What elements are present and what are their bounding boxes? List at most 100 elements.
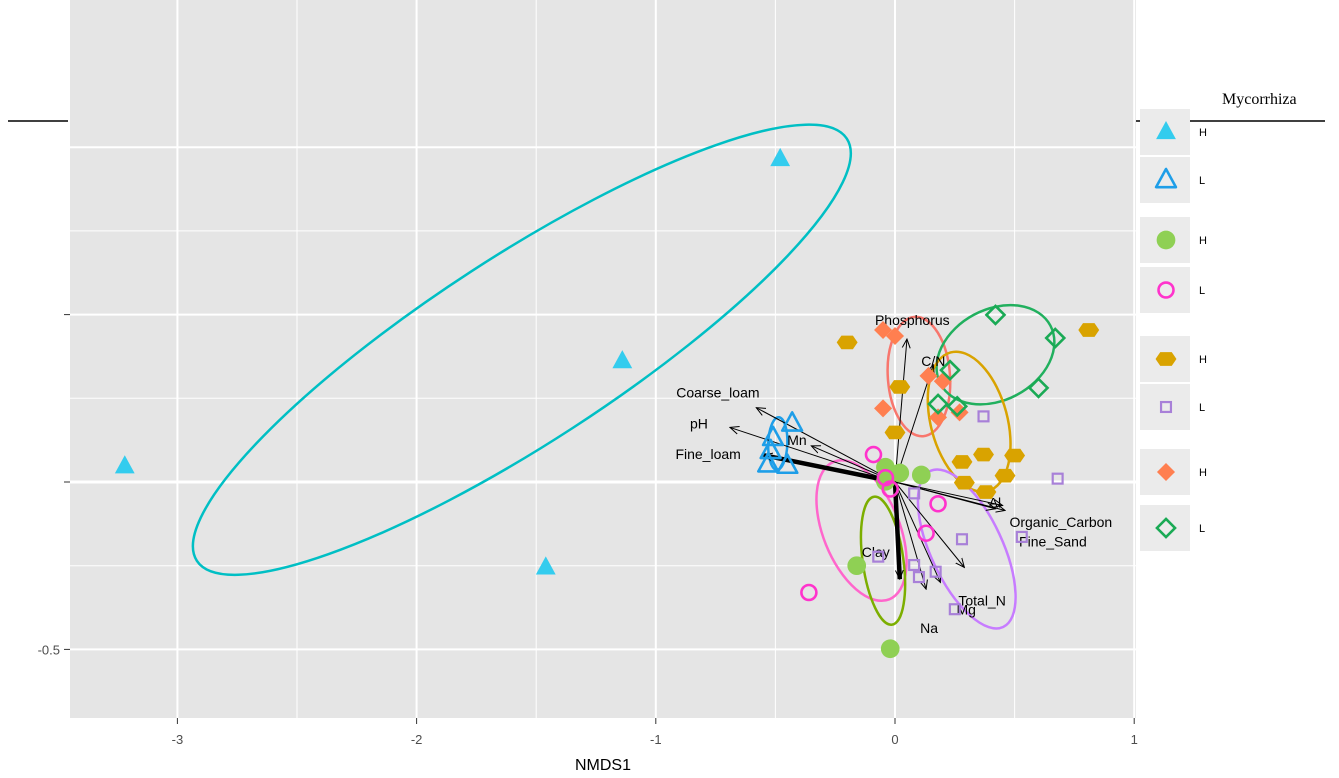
data-point bbox=[1051, 472, 1064, 485]
x-tick-label: -1 bbox=[650, 732, 662, 747]
x-tick-label: 0 bbox=[891, 732, 898, 747]
data-point bbox=[880, 639, 900, 659]
legend-key-symbol bbox=[1156, 121, 1176, 140]
vector-arrow bbox=[894, 339, 907, 483]
vector-arrow bbox=[756, 408, 896, 483]
data-point bbox=[977, 410, 990, 423]
data-point bbox=[114, 455, 135, 474]
legend-key-symbol bbox=[1156, 230, 1176, 250]
data-point bbox=[535, 556, 556, 575]
legend-key-bg bbox=[1140, 267, 1190, 313]
vector-label: Mn bbox=[787, 432, 806, 448]
vector-label: Na bbox=[920, 620, 938, 636]
data-point bbox=[929, 494, 947, 513]
data-point bbox=[911, 465, 931, 485]
legend-label: L bbox=[1199, 523, 1205, 535]
vector-label: Total_N bbox=[958, 592, 1005, 608]
data-point bbox=[929, 408, 948, 427]
legend-label: L bbox=[1199, 402, 1205, 414]
data-point bbox=[800, 583, 818, 602]
data-point bbox=[953, 475, 975, 490]
legend-key-bg bbox=[1140, 384, 1190, 430]
vector-label: Fine_Sand bbox=[1019, 533, 1087, 549]
legend-label: H bbox=[1199, 354, 1207, 366]
data-point bbox=[1044, 327, 1067, 349]
data-point bbox=[780, 411, 804, 432]
data-point bbox=[951, 455, 973, 469]
environmental-vectors: PhosphorusC/NCoarse_loampHMnFine_loamCla… bbox=[675, 312, 1112, 636]
data-point bbox=[881, 480, 899, 498]
group-ellipse bbox=[191, 123, 853, 577]
data-point bbox=[908, 487, 921, 500]
vector-arrow bbox=[730, 427, 896, 483]
legend-key-symbol bbox=[1155, 352, 1177, 366]
x-axis-ticks: -3 -2 -1 0 1 bbox=[172, 718, 1138, 747]
x-tick-label: -3 bbox=[172, 732, 184, 747]
legend-label: H bbox=[1199, 127, 1207, 139]
legend-key-symbol bbox=[1155, 517, 1177, 539]
y-axis-ticks: -0.5 bbox=[38, 314, 70, 657]
data-point bbox=[884, 425, 906, 440]
legend-key-bg bbox=[1140, 505, 1190, 551]
data-point bbox=[612, 350, 633, 369]
vector-label: Phosphorus bbox=[875, 312, 950, 328]
legend-key-bg bbox=[1140, 157, 1190, 203]
data-point bbox=[948, 603, 961, 616]
y-tick-label: -0.5 bbox=[38, 642, 60, 657]
plot-panel bbox=[70, 0, 1136, 718]
data-point bbox=[939, 359, 961, 382]
data-point bbox=[874, 399, 893, 418]
legend-label: L bbox=[1199, 285, 1205, 297]
legend-label: H bbox=[1199, 235, 1207, 247]
data-point bbox=[1027, 377, 1050, 399]
legend-label: L bbox=[1199, 175, 1205, 187]
vector-label: Fine_loam bbox=[675, 446, 740, 462]
data-point bbox=[847, 556, 867, 576]
vector-label: Coarse_loam bbox=[676, 385, 759, 401]
vector-arrow bbox=[894, 481, 964, 567]
vector-arrow bbox=[894, 481, 1003, 505]
data-point bbox=[757, 451, 780, 473]
data-point bbox=[864, 445, 883, 464]
legend-key-symbol bbox=[1157, 281, 1175, 299]
data-point bbox=[890, 463, 910, 483]
data-point bbox=[770, 147, 791, 167]
data-point bbox=[836, 335, 858, 350]
data-point bbox=[994, 468, 1016, 483]
data-point bbox=[776, 453, 799, 475]
legend-title: Mycorrhiza bbox=[1222, 91, 1297, 108]
data-point bbox=[929, 565, 942, 578]
data-point bbox=[984, 304, 1007, 326]
data-point bbox=[908, 558, 921, 572]
legend-label: H bbox=[1199, 467, 1207, 479]
legend-key-symbol bbox=[1159, 400, 1173, 414]
site-points bbox=[114, 147, 1100, 659]
group-ellipse bbox=[916, 468, 1017, 630]
data-point bbox=[1015, 530, 1028, 543]
data-point bbox=[872, 550, 885, 563]
legend-key-symbol bbox=[1156, 462, 1176, 482]
group-ellipse bbox=[886, 315, 952, 438]
legend: Mycorrhiza H L H L H L H L bbox=[8, 91, 1325, 551]
data-point bbox=[1078, 323, 1100, 337]
data-point bbox=[973, 447, 994, 462]
vector-arrow bbox=[894, 365, 933, 483]
data-point bbox=[889, 380, 911, 394]
data-point bbox=[975, 485, 997, 499]
data-point bbox=[885, 327, 905, 346]
vector-arrow bbox=[894, 481, 1005, 510]
vector-label: C/N bbox=[921, 353, 945, 369]
data-point bbox=[955, 533, 969, 546]
vector-arrow bbox=[892, 481, 900, 579]
data-point bbox=[919, 366, 938, 385]
data-point bbox=[946, 395, 969, 418]
data-point bbox=[927, 393, 949, 415]
data-point bbox=[917, 524, 935, 543]
data-point bbox=[876, 468, 895, 487]
data-point bbox=[1004, 448, 1026, 463]
vector-label: Organic_Carbon bbox=[1009, 514, 1112, 530]
legend-key-symbol bbox=[1154, 167, 1178, 189]
data-point bbox=[876, 471, 895, 491]
data-point bbox=[912, 571, 925, 584]
